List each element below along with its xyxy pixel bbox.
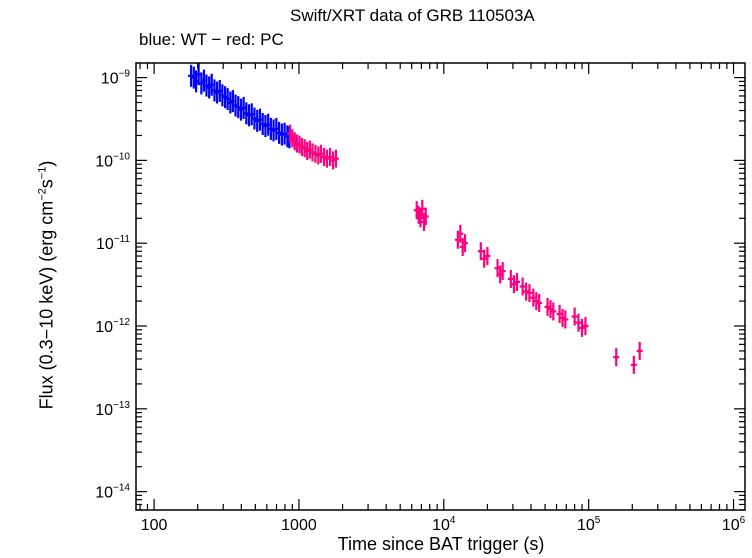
x-tick-label: 105 <box>577 515 601 534</box>
data-point-pc <box>630 355 637 374</box>
data-point-pc <box>562 310 569 329</box>
data-point-pc <box>519 277 526 296</box>
chart-title: Swift/XRT data of GRB 110503A <box>290 6 535 25</box>
y-axis-label-mid: s <box>36 179 57 189</box>
data-point-pc <box>484 247 491 266</box>
data-point-pc <box>582 317 589 336</box>
data-point-pc <box>323 149 330 168</box>
data-point-pc <box>461 234 468 253</box>
plot-frame <box>135 62 746 511</box>
data-point-pc <box>332 149 339 168</box>
y-axis-label-prefix: Flux (0.3−10 keV) (erg cm <box>36 200 57 410</box>
data-point-pc <box>513 272 520 291</box>
data-points <box>188 63 643 374</box>
data-point-pc <box>571 307 578 326</box>
data-point-pc <box>526 284 533 303</box>
x-tick-label: 100 <box>141 517 168 534</box>
data-point-pc <box>422 207 429 226</box>
data-point-pc <box>417 209 424 228</box>
data-point-pc <box>613 348 620 367</box>
x-tick-label: 1000 <box>281 517 317 534</box>
data-point-pc <box>575 313 582 332</box>
data-point-pc <box>579 318 586 337</box>
data-point-pc <box>481 249 488 268</box>
y-tick-label: 10−13 <box>95 400 130 419</box>
data-point-pc <box>550 302 557 321</box>
x-tick-label: 106 <box>722 515 746 534</box>
chart-subtitle: blue: WT − red: PC <box>139 30 284 49</box>
data-point-pc <box>457 224 464 243</box>
data-point-pc <box>477 242 484 261</box>
data-point-pc <box>499 262 506 281</box>
data-point-pc <box>523 282 530 301</box>
y-tick-label: 10−9 <box>101 69 131 88</box>
data-point-pc <box>536 293 543 312</box>
y-tick-label: 10−11 <box>96 234 130 253</box>
y-tick-label: 10−14 <box>95 483 130 502</box>
y-tick-label: 10−10 <box>95 151 130 170</box>
x-tick-label: 104 <box>432 515 456 534</box>
y-axis-label-exp-s: −1 <box>36 166 49 180</box>
y-axis-label-exp-cm: −2 <box>36 188 49 201</box>
data-point-pc <box>419 199 426 218</box>
y-tick-label: 10−12 <box>95 317 130 336</box>
data-point-pc <box>507 269 514 288</box>
x-axis-label: Time since BAT trigger (s) <box>337 534 545 554</box>
y-axis-label-suffix: ) <box>36 160 57 167</box>
plot-axes: 100 1000 104 105 106 10−9 10−10 10−11 10−12 10−13… <box>95 62 746 534</box>
data-point-pc <box>636 341 643 360</box>
y-axis-label: Flux (0.3−10 keV) (erg cm−2s−1) <box>37 161 58 410</box>
